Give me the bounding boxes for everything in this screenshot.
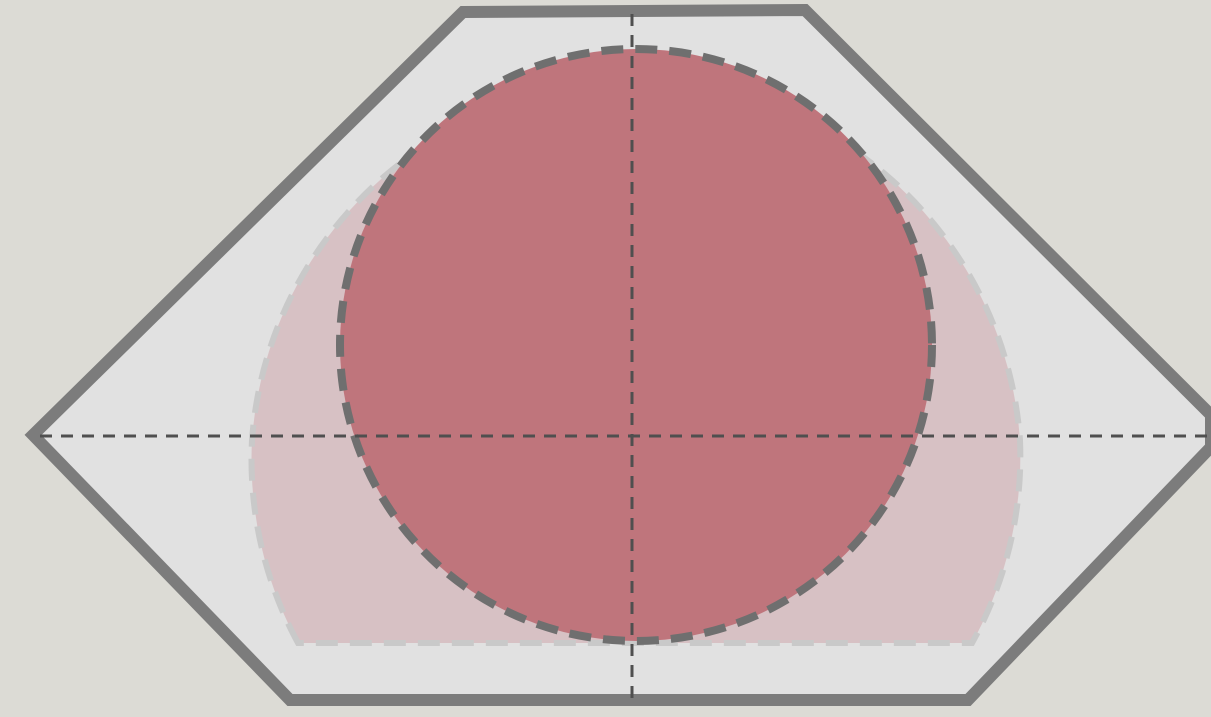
main-circle-shape (336, 45, 936, 645)
